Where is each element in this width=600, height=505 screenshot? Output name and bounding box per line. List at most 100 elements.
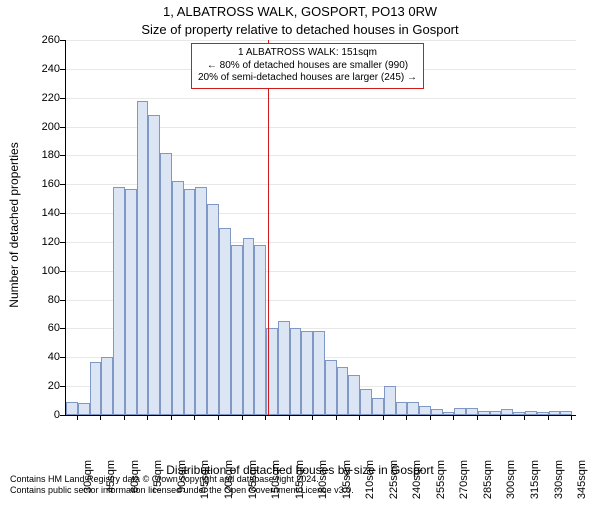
x-tick xyxy=(524,415,525,420)
histogram-bar xyxy=(478,411,490,415)
chart-title-sub: Size of property relative to detached ho… xyxy=(0,22,600,37)
y-tick-label: 220 xyxy=(42,92,60,104)
x-tick-label: 120sqm xyxy=(223,460,235,505)
histogram-bar xyxy=(172,181,184,415)
x-tick xyxy=(453,415,454,420)
marker-annotation-line: 20% of semi-detached houses are larger (… xyxy=(198,72,417,85)
histogram-bar xyxy=(66,402,78,415)
x-tick xyxy=(312,415,313,420)
x-tick-label: 315sqm xyxy=(529,460,541,505)
histogram-bar xyxy=(313,331,325,415)
histogram-bar xyxy=(148,115,160,415)
histogram-bar xyxy=(419,406,431,415)
gridline xyxy=(66,40,576,41)
marker-line xyxy=(268,40,269,415)
x-tick-label: 90sqm xyxy=(176,460,188,505)
x-tick-label: 255sqm xyxy=(435,460,447,505)
histogram-bar xyxy=(113,187,125,415)
histogram-bar xyxy=(290,328,302,415)
y-tick-label: 160 xyxy=(42,178,60,190)
x-tick xyxy=(430,415,431,420)
y-tick-label: 80 xyxy=(48,294,60,306)
x-tick-label: 330sqm xyxy=(553,460,565,505)
y-tick-label: 0 xyxy=(54,409,60,421)
histogram-bar xyxy=(396,402,408,415)
histogram-bar xyxy=(325,360,337,415)
histogram-bar xyxy=(125,189,137,415)
y-tick-label: 180 xyxy=(42,149,60,161)
y-tick-label: 100 xyxy=(42,265,60,277)
histogram-bar xyxy=(360,389,372,415)
x-tick xyxy=(336,415,337,420)
gridline xyxy=(66,98,576,99)
x-tick-label: 210sqm xyxy=(364,460,376,505)
x-tick-label: 270sqm xyxy=(458,460,470,505)
y-tick xyxy=(60,40,65,41)
chart-title-main: 1, ALBATROSS WALK, GOSPORT, PO13 0RW xyxy=(0,4,600,19)
x-tick-label: 195sqm xyxy=(341,460,353,505)
histogram-bar xyxy=(384,386,396,415)
y-tick-label: 60 xyxy=(48,322,60,334)
histogram-bar xyxy=(372,398,384,415)
y-tick xyxy=(60,242,65,243)
x-tick-label: 135sqm xyxy=(247,460,259,505)
y-tick-label: 260 xyxy=(42,34,60,46)
x-tick-label: 75sqm xyxy=(152,460,164,505)
x-tick-label: 60sqm xyxy=(129,460,141,505)
histogram-bar xyxy=(90,362,102,415)
y-tick xyxy=(60,213,65,214)
x-tick xyxy=(124,415,125,420)
y-tick xyxy=(60,271,65,272)
y-tick xyxy=(60,69,65,70)
chart-plot-area: 1 ALBATROSS WALK: 151sqm← 80% of detache… xyxy=(65,40,576,416)
histogram-bar xyxy=(278,321,290,415)
x-tick-label: 105sqm xyxy=(199,460,211,505)
x-tick xyxy=(477,415,478,420)
y-tick-label: 200 xyxy=(42,121,60,133)
x-tick xyxy=(548,415,549,420)
histogram-bar xyxy=(231,245,243,415)
histogram-bar xyxy=(243,238,255,415)
x-tick xyxy=(265,415,266,420)
y-tick xyxy=(60,386,65,387)
y-tick-label: 240 xyxy=(42,63,60,75)
histogram-bar xyxy=(454,408,466,415)
y-tick xyxy=(60,155,65,156)
x-tick-label: 150sqm xyxy=(270,460,282,505)
histogram-bar xyxy=(525,411,537,415)
histogram-bar xyxy=(219,228,231,416)
histogram-bar xyxy=(431,409,443,415)
x-tick xyxy=(571,415,572,420)
y-tick-label: 40 xyxy=(48,351,60,363)
histogram-bar xyxy=(466,408,478,415)
x-tick-label: 345sqm xyxy=(576,460,588,505)
histogram-bar xyxy=(101,357,113,415)
histogram-bar xyxy=(348,375,360,415)
x-tick xyxy=(242,415,243,420)
x-tick xyxy=(77,415,78,420)
histogram-bar xyxy=(501,409,513,415)
x-tick-label: 240sqm xyxy=(411,460,423,505)
x-tick xyxy=(289,415,290,420)
x-tick xyxy=(147,415,148,420)
x-tick xyxy=(406,415,407,420)
y-tick xyxy=(60,415,65,416)
x-tick xyxy=(359,415,360,420)
y-tick xyxy=(60,127,65,128)
histogram-bar xyxy=(207,204,219,415)
histogram-bar xyxy=(78,403,90,415)
histogram-bar xyxy=(137,101,149,415)
y-axis-title: Number of detached properties xyxy=(7,142,21,307)
histogram-bar xyxy=(407,402,419,415)
x-tick xyxy=(171,415,172,420)
x-tick-label: 300sqm xyxy=(505,460,517,505)
x-tick-label: 285sqm xyxy=(482,460,494,505)
histogram-bar xyxy=(254,245,266,415)
marker-annotation: 1 ALBATROSS WALK: 151sqm← 80% of detache… xyxy=(191,43,424,89)
histogram-bar xyxy=(160,153,172,416)
x-tick xyxy=(194,415,195,420)
marker-annotation-line: 1 ALBATROSS WALK: 151sqm xyxy=(198,47,417,60)
y-tick xyxy=(60,357,65,358)
x-tick xyxy=(218,415,219,420)
x-tick xyxy=(383,415,384,420)
